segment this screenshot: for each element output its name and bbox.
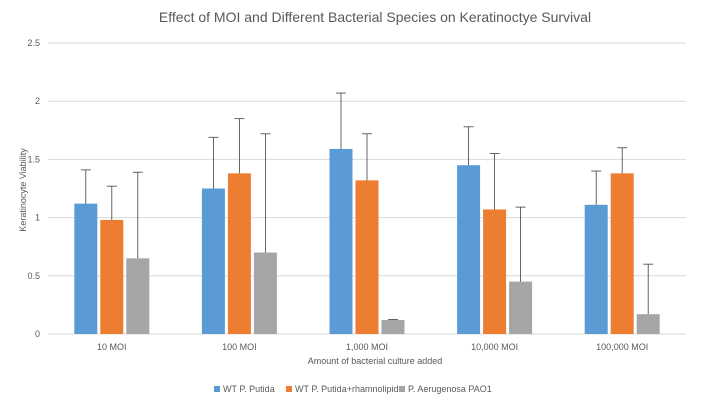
- chart-title: Effect of MOI and Different Bacterial Sp…: [159, 9, 591, 25]
- legend-swatch: [214, 386, 220, 392]
- x-tick-label: 10,000 MOI: [471, 342, 518, 352]
- y-tick-label: 0.5: [27, 271, 40, 281]
- error-bars: [80, 92, 654, 321]
- bars: [74, 148, 660, 334]
- x-axis-label: Amount of bacterial culture added: [308, 356, 443, 366]
- y-tick-label: 1: [35, 213, 40, 223]
- bar: [381, 320, 405, 334]
- legend-label: WT P. Putida: [223, 384, 275, 394]
- bar: [201, 188, 225, 334]
- bar: [355, 180, 379, 334]
- legend-label: P. Aerugenosa PAO1: [408, 384, 492, 394]
- legend: WT P. Putida WT P. Putida+rhamnolipid P. A…: [214, 384, 492, 394]
- bar: [74, 203, 98, 334]
- x-tick-label: 100 MOI: [222, 342, 257, 352]
- bar: [584, 204, 608, 334]
- x-tick-label: 10 MOI: [97, 342, 127, 352]
- y-tick-label: 0: [35, 329, 40, 339]
- legend-swatch: [286, 386, 292, 392]
- bar: [610, 173, 634, 334]
- bar: [457, 165, 481, 334]
- legend-swatch: [399, 386, 405, 392]
- bar: [329, 148, 353, 334]
- bar: [227, 173, 251, 334]
- bar: [100, 219, 124, 334]
- x-tick-label: 1,000 MOI: [346, 342, 388, 352]
- y-axis-label: Keratinocyte Viability: [18, 148, 28, 232]
- y-tick-label: 2.5: [27, 38, 40, 48]
- bar: [483, 209, 507, 334]
- legend-label: WT P. Putida+rhamnolipid: [295, 384, 398, 394]
- x-tick-label: 100,000 MOI: [596, 342, 648, 352]
- bar: [509, 281, 533, 334]
- x-axis-ticks: 10 MOI 100 MOI 1,000 MOI 10,000 MOI 100,000 …: [97, 342, 648, 352]
- bar: [636, 314, 660, 334]
- bar: [126, 258, 150, 334]
- y-tick-label: 1.5: [27, 154, 40, 164]
- y-tick-label: 2: [35, 96, 40, 106]
- y-axis-ticks: 0 0.5 1 1.5 2 2.5: [27, 38, 40, 339]
- bar: [253, 252, 277, 334]
